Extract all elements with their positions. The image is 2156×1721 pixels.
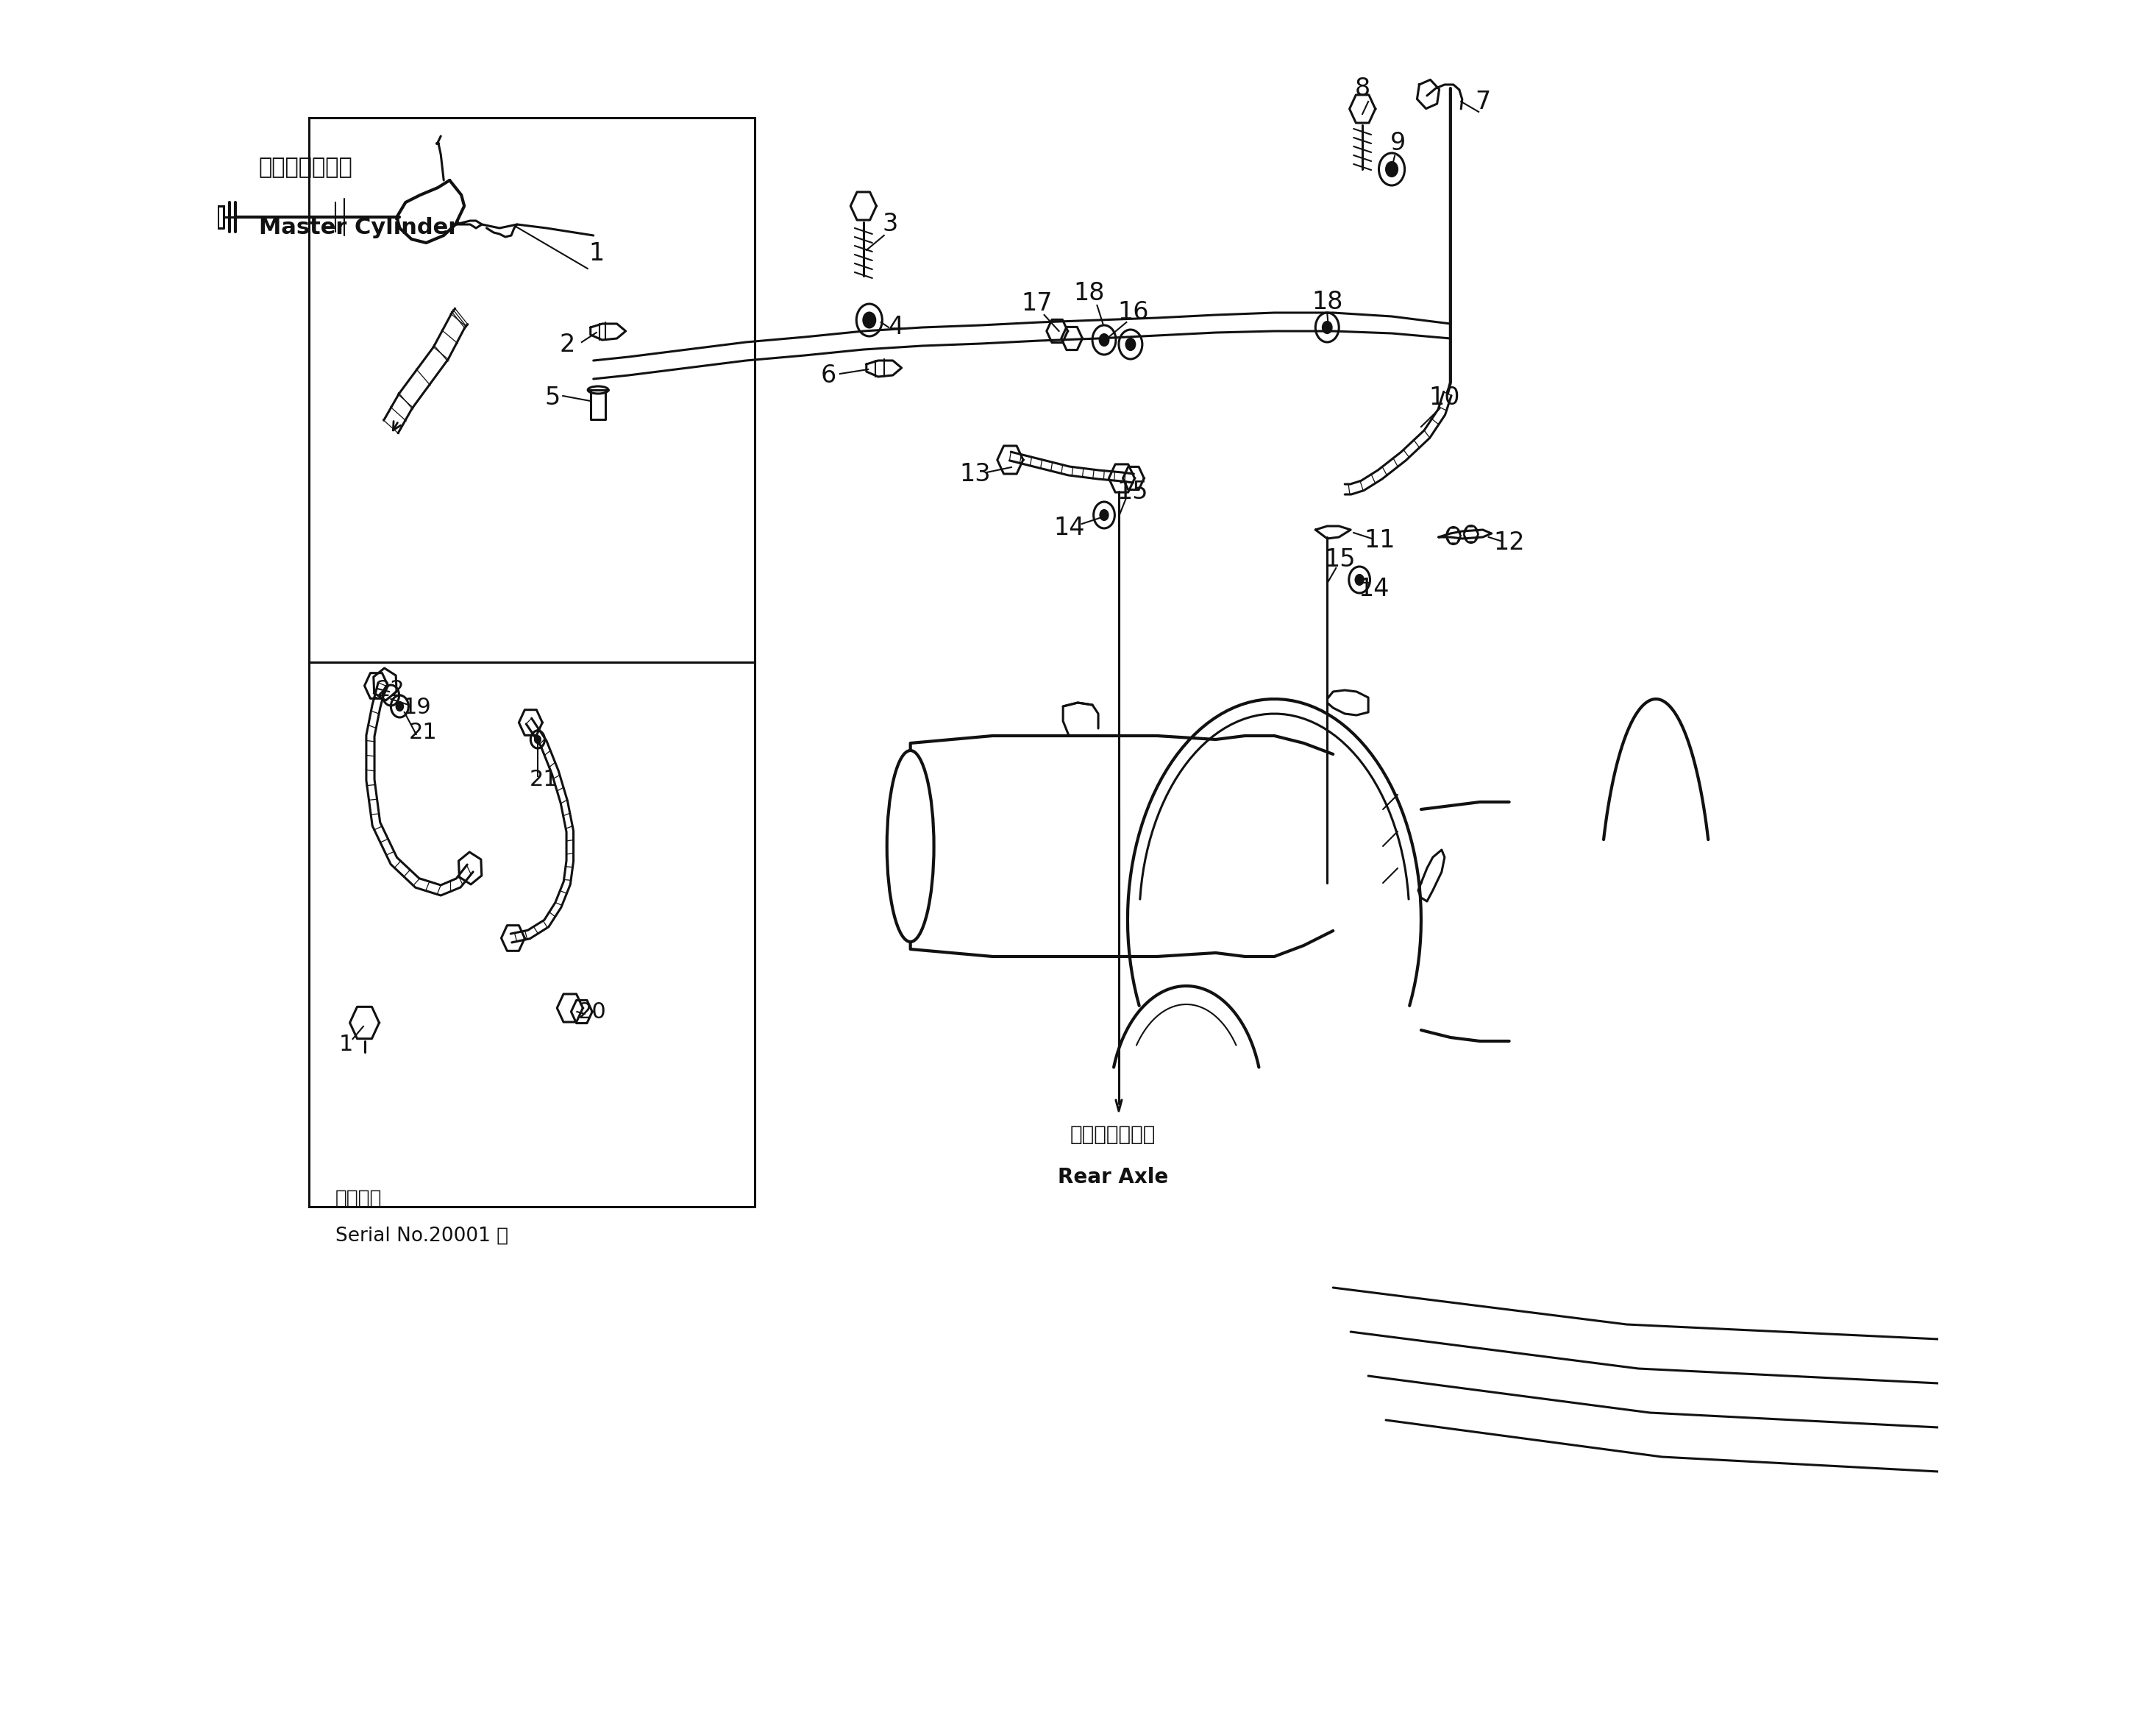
- Bar: [308, 663, 755, 1206]
- Text: 21: 21: [528, 769, 558, 790]
- Text: 12: 12: [1494, 530, 1524, 556]
- Ellipse shape: [862, 313, 875, 327]
- Text: Serial No.20001 ～: Serial No.20001 ～: [334, 1227, 509, 1246]
- Text: Master Cylinder: Master Cylinder: [259, 217, 459, 239]
- Text: 8: 8: [1354, 76, 1371, 100]
- Text: 18: 18: [1074, 281, 1106, 305]
- Text: 14: 14: [1054, 516, 1084, 540]
- Text: 15: 15: [1117, 480, 1147, 504]
- Text: マスタシリンダ: マスタシリンダ: [259, 157, 354, 179]
- Ellipse shape: [1356, 575, 1363, 585]
- Text: 6: 6: [821, 363, 837, 387]
- Text: 2: 2: [558, 332, 576, 356]
- Text: 13: 13: [959, 463, 990, 487]
- Ellipse shape: [1100, 334, 1108, 346]
- Ellipse shape: [1125, 339, 1136, 351]
- Text: 11: 11: [1365, 528, 1395, 552]
- Ellipse shape: [535, 737, 541, 743]
- Text: リヤーアクスル: リヤーアクスル: [1069, 1124, 1156, 1144]
- Text: 17: 17: [1022, 291, 1052, 315]
- Text: 3: 3: [882, 212, 897, 236]
- Ellipse shape: [397, 702, 403, 711]
- Ellipse shape: [1100, 509, 1108, 520]
- Text: 16: 16: [1117, 301, 1149, 325]
- Text: 9: 9: [1391, 131, 1406, 155]
- Text: 1: 1: [589, 241, 604, 267]
- Text: 19: 19: [403, 697, 431, 718]
- Text: 1: 1: [338, 1034, 354, 1055]
- Text: 15: 15: [1324, 547, 1356, 571]
- Text: 18: 18: [1311, 289, 1343, 313]
- Text: 10: 10: [1429, 386, 1460, 410]
- Text: 4: 4: [888, 315, 903, 339]
- Text: 14: 14: [1358, 577, 1391, 601]
- Ellipse shape: [1322, 322, 1332, 334]
- Text: 5: 5: [545, 386, 561, 410]
- Text: Rear Axle: Rear Axle: [1059, 1167, 1169, 1187]
- Bar: [308, 117, 755, 663]
- Text: 適用号機: 適用号機: [334, 1189, 382, 1208]
- Text: 7: 7: [1475, 89, 1490, 114]
- Ellipse shape: [1386, 162, 1397, 177]
- Text: 21: 21: [410, 721, 438, 743]
- Text: 22: 22: [377, 680, 405, 700]
- Text: 20: 20: [578, 1002, 606, 1022]
